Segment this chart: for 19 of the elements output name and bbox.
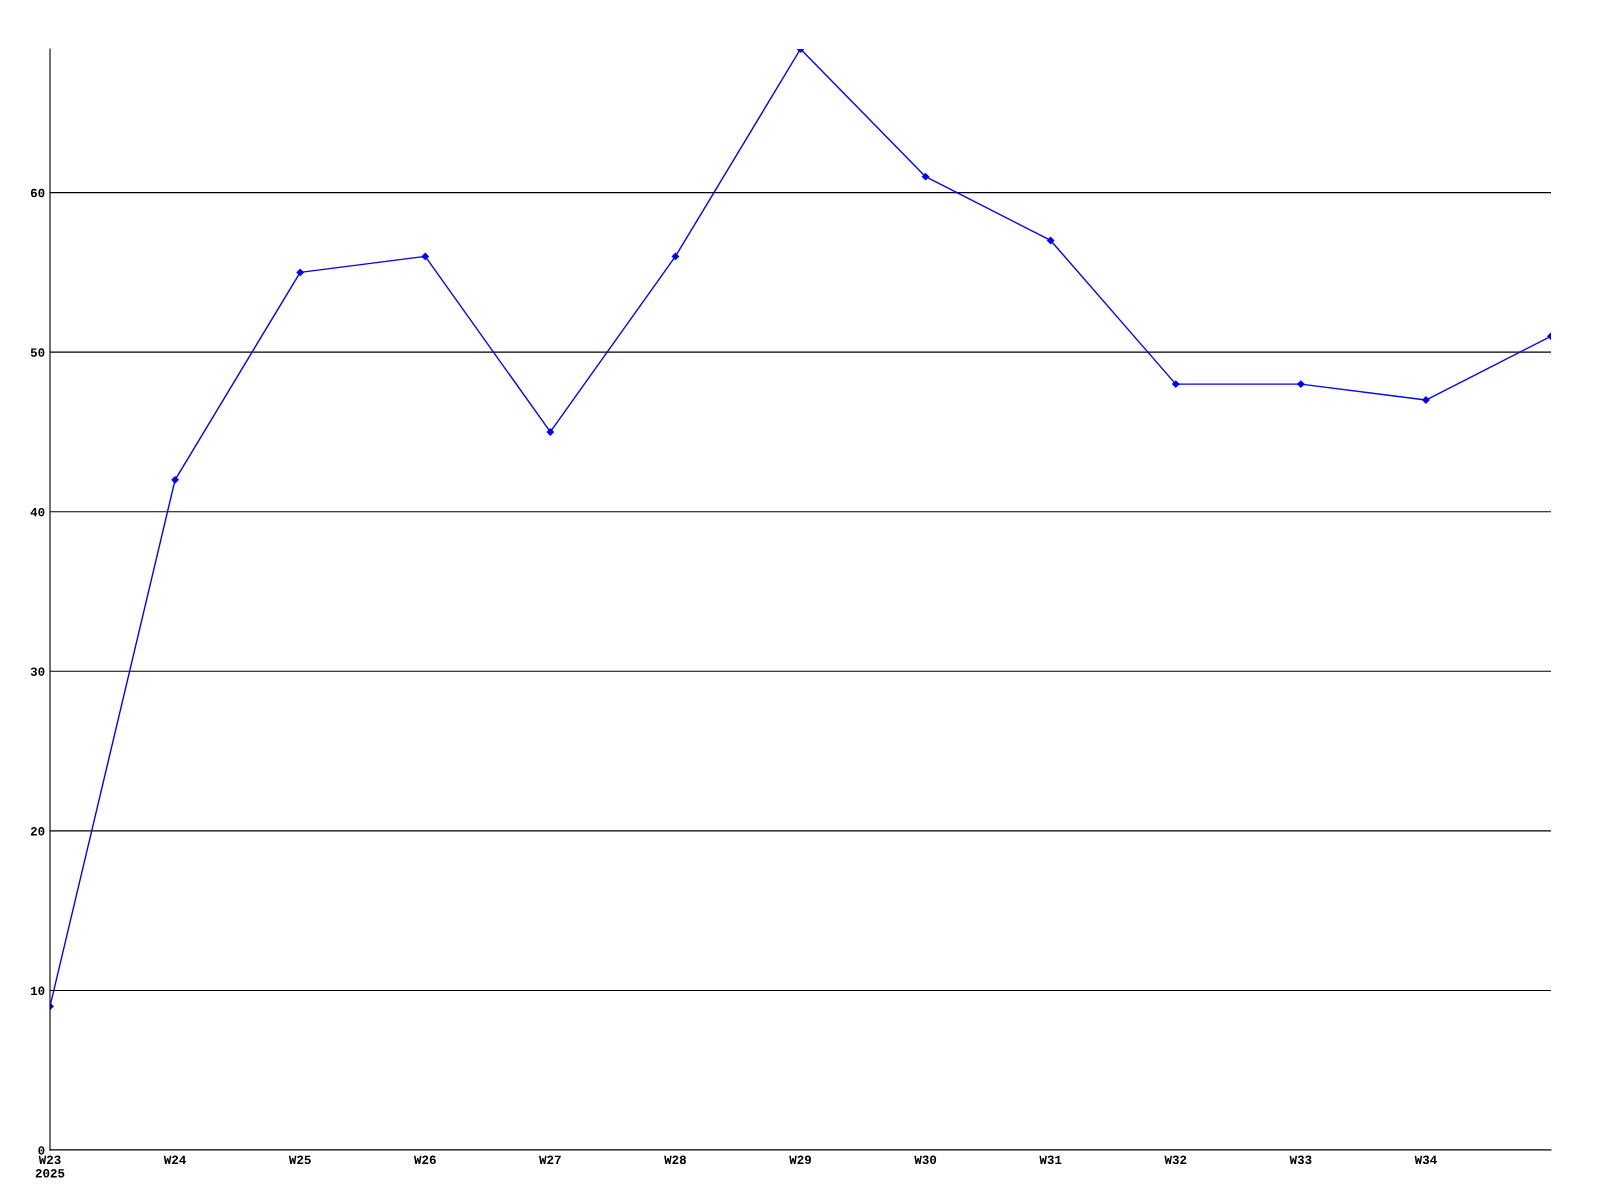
y-tick-label: 50 <box>30 348 45 357</box>
x-tick-label: W34 <box>1414 1155 1437 1165</box>
x-tick-label: W25 <box>288 1155 311 1165</box>
x-tick-label: W23 2025 <box>35 1155 65 1178</box>
y-tick-label: 30 <box>30 667 45 676</box>
y-tick-label: 10 <box>30 986 45 996</box>
y-tick-label: 40 <box>30 507 45 517</box>
y-tick-label: 60 <box>30 188 45 198</box>
x-tick-label: W28 <box>664 1155 686 1165</box>
x-tick-label: W33 <box>1289 1155 1312 1165</box>
x-tick-label: W29 <box>789 1155 811 1165</box>
x-tick-label: W31 <box>1039 1155 1062 1165</box>
x-tick-label: W32 <box>1164 1155 1187 1165</box>
y-tick-label: 20 <box>30 827 45 836</box>
y-tick-label: 0 <box>38 1146 45 1155</box>
x-tick-label: W30 <box>914 1155 937 1165</box>
x-tick-label: W26 <box>414 1155 436 1165</box>
x-tick-label: W24 <box>163 1155 186 1164</box>
x-tick-label: W27 <box>539 1155 561 1164</box>
